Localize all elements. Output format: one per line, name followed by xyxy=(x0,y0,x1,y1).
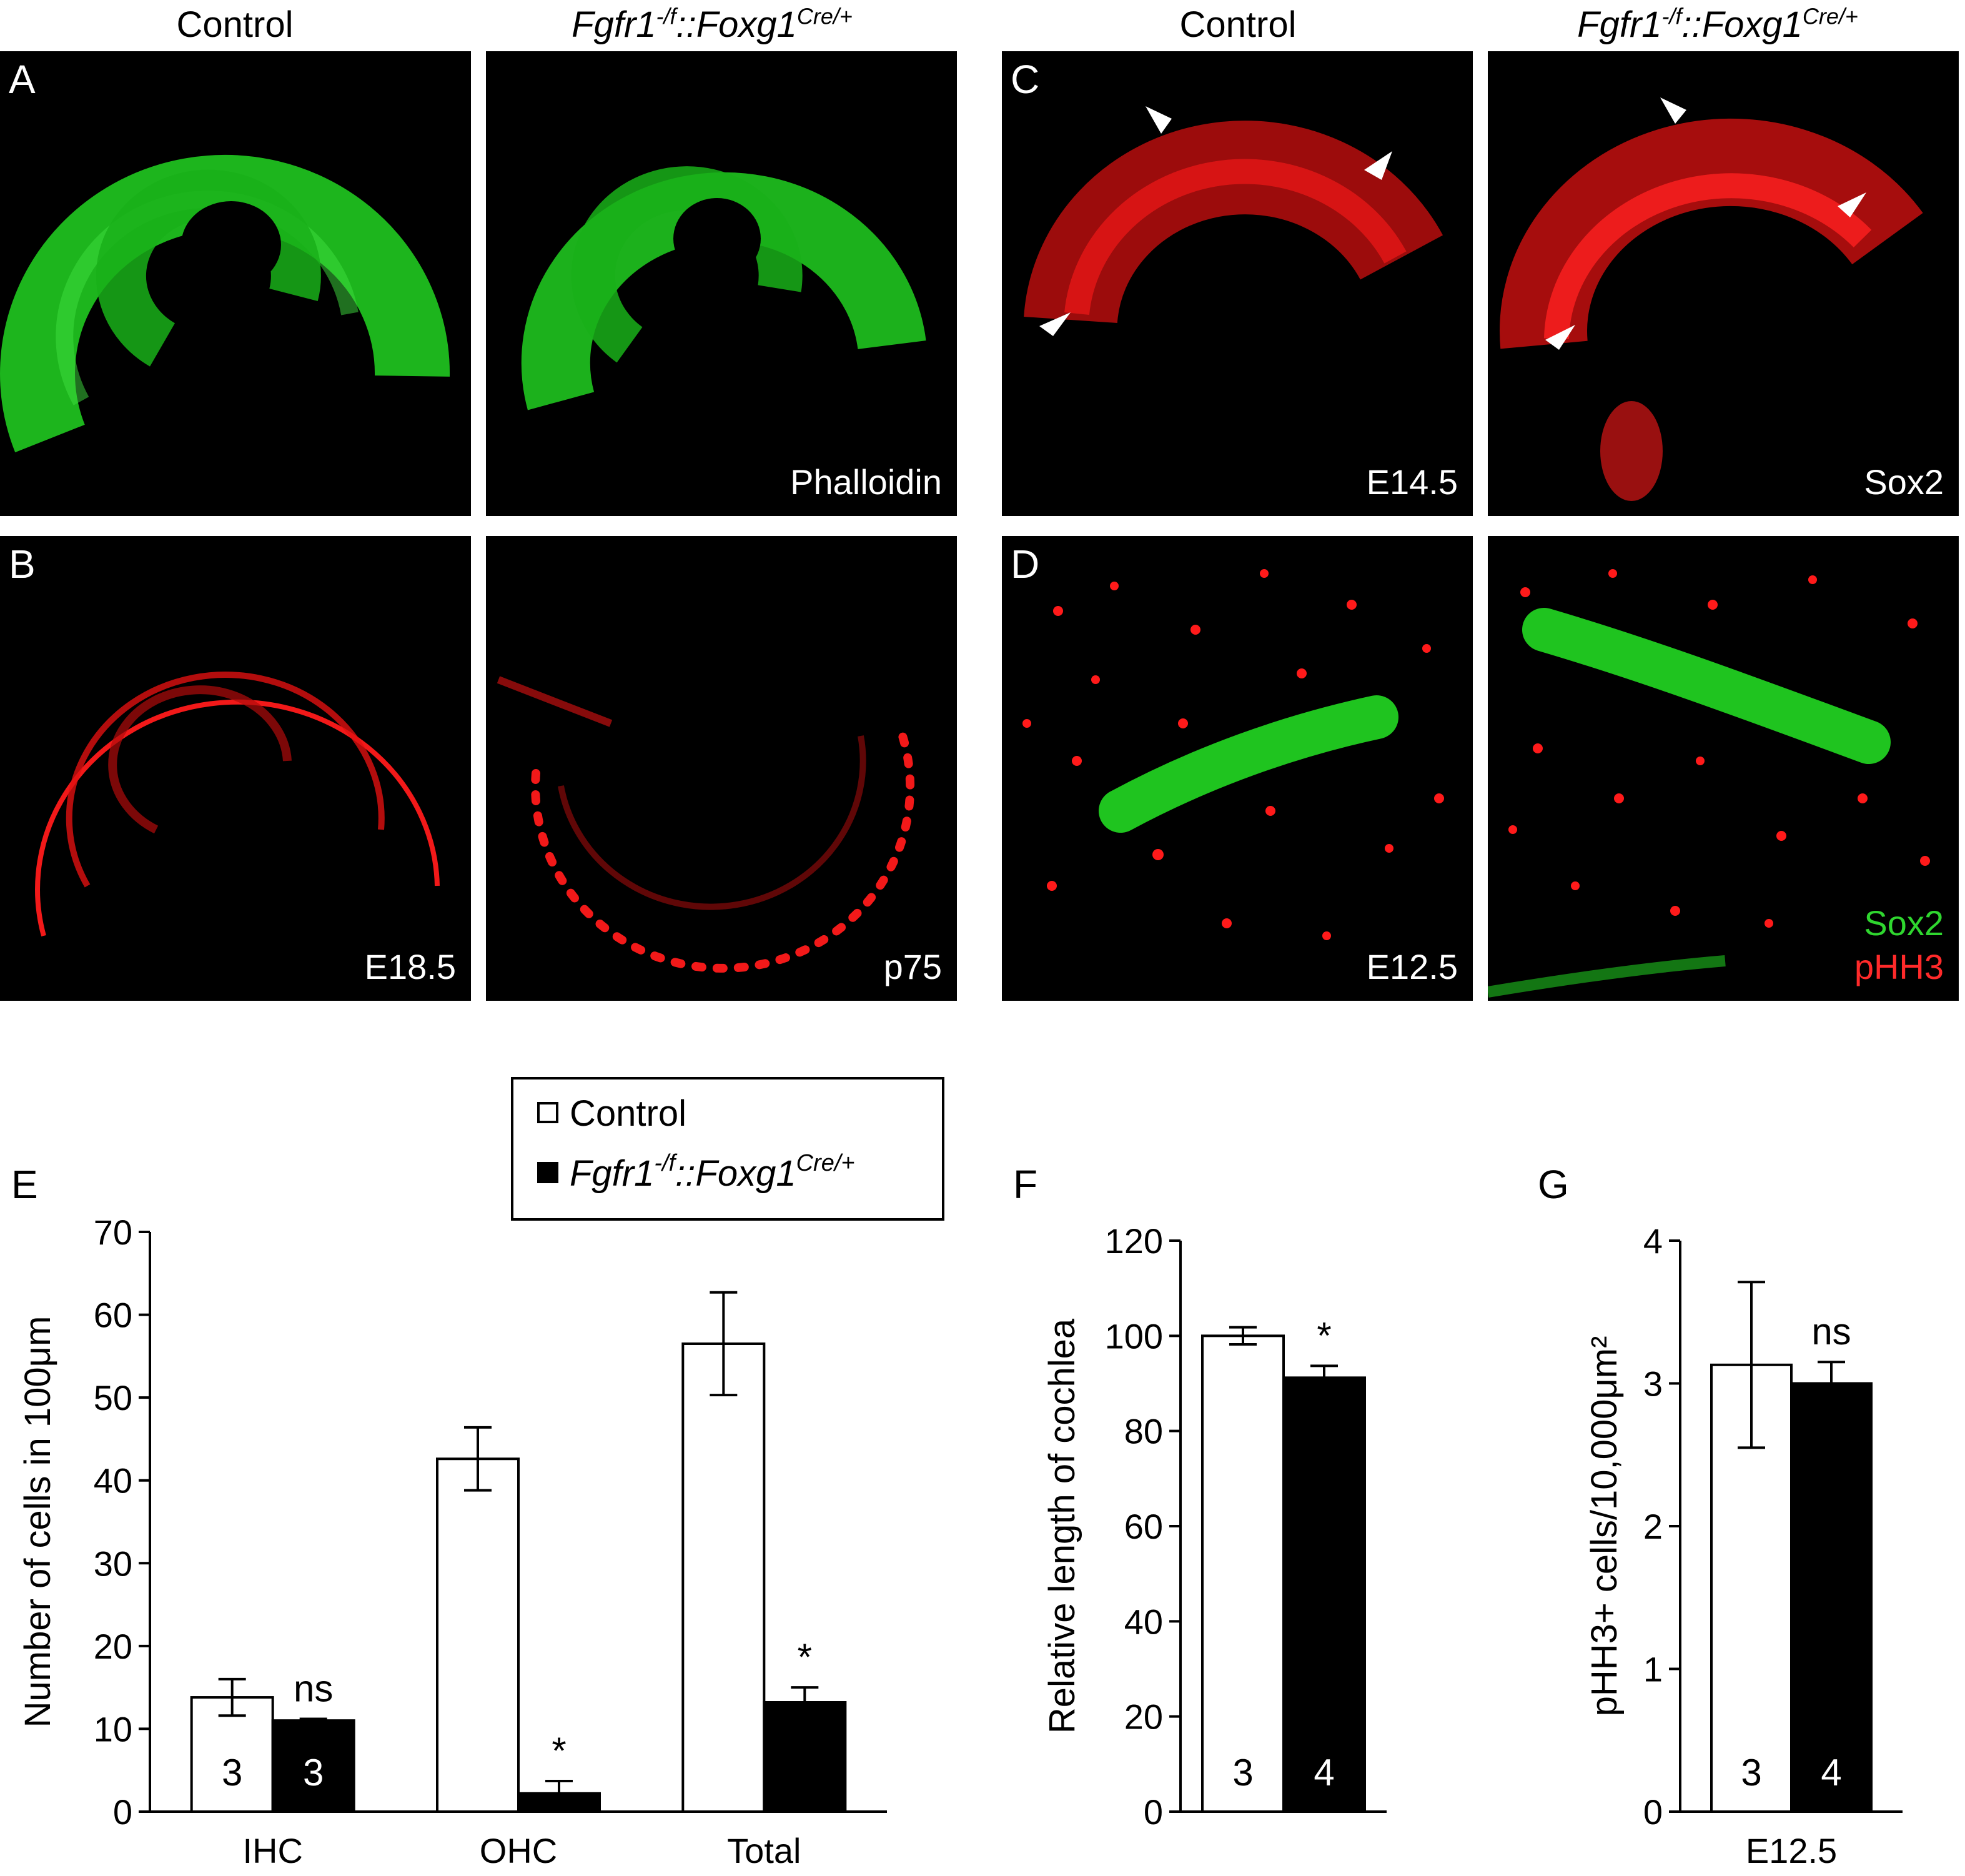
chart-f-y-tick-label: 40 xyxy=(1124,1602,1163,1641)
header-mutant-right: Fgfr1-/f::Foxg1Cre/+ xyxy=(1577,3,1858,45)
chart-e-x-tick-label: Total xyxy=(727,1831,801,1870)
panel-a-stain-label: Phalloidin xyxy=(790,462,942,502)
chart-e-bar xyxy=(763,1701,847,1813)
chart-e-y-tick-label: 40 xyxy=(94,1461,132,1501)
chart-g-y-tick-label: 3 xyxy=(1643,1364,1663,1404)
chart-e-y-tick-label: 50 xyxy=(94,1378,132,1417)
chart-e-y-axis-label: Number of cells in 100μm xyxy=(17,1316,58,1728)
chart-f-y-tick-label: 80 xyxy=(1124,1412,1163,1451)
panel-d-label: D xyxy=(1011,542,1040,587)
chart-e-bar xyxy=(271,1719,355,1813)
panel-b-stain-label: p75 xyxy=(883,947,942,986)
chart-f-y-tick-label: 60 xyxy=(1124,1507,1163,1546)
chart-g-significance-label: ns xyxy=(1811,1311,1851,1352)
legend-mutant-label: Fgfr1-/f::Foxg1Cre/+ xyxy=(570,1150,855,1194)
panel-e-label: E xyxy=(11,1162,38,1207)
chart-e-x-tick-label: IHC xyxy=(242,1831,302,1870)
panel-c-label: C xyxy=(1011,57,1040,102)
panel-b-age-label: E18.5 xyxy=(364,947,456,986)
chart-e-y-tick-label: 70 xyxy=(94,1213,132,1252)
chart-g-y-tick-label: 0 xyxy=(1643,1792,1663,1832)
chart-e-y-tick-label: 20 xyxy=(94,1627,132,1666)
chart-g-bar xyxy=(1790,1382,1873,1813)
chart-g-y-tick-label: 4 xyxy=(1643,1221,1663,1261)
panel-c-stain-label: Sox2 xyxy=(1864,462,1944,502)
chart-f-y-tick-label: 120 xyxy=(1105,1221,1163,1261)
chart-g-y-axis-label: pHH3+ cells/10,000μm² xyxy=(1584,1336,1625,1717)
panel-a-label: A xyxy=(9,57,36,102)
header-control-right: Control xyxy=(1179,4,1297,45)
chart-e-n-label: 3 xyxy=(222,1752,242,1794)
chart-f-bar xyxy=(1201,1334,1285,1813)
chart-f-n-label: 4 xyxy=(1314,1752,1334,1794)
legend-control-label: Control xyxy=(570,1093,686,1134)
chart-g-n-label: 3 xyxy=(1741,1752,1761,1794)
panel-g-label: G xyxy=(1538,1162,1569,1207)
chart-e-y-tick-label: 60 xyxy=(94,1296,132,1335)
chart-e-y-tick-label: 0 xyxy=(113,1792,132,1832)
panel-a-control-image: A xyxy=(0,51,471,516)
chart-e: 0 10 20 30 40 50 60 70 Number of cells in 100μm 3… xyxy=(17,1213,887,1870)
panel-c-mutant-image: Sox2 xyxy=(1488,51,1959,516)
panel-d-age-label: E12.5 xyxy=(1366,947,1458,986)
chart-f-y-axis-label: Relative length of cochlea xyxy=(1042,1318,1082,1734)
chart-e-y-tick-label: 10 xyxy=(94,1709,132,1749)
panel-d-control-image: D E12.5 xyxy=(1002,536,1473,1001)
chart-e-significance-label: * xyxy=(552,1730,566,1772)
panel-a-mutant-image: Phalloidin xyxy=(486,51,957,516)
chart-e-significance-label: ns xyxy=(294,1668,333,1710)
chart-e-bar xyxy=(681,1342,766,1813)
chart-e-significance-label: * xyxy=(798,1636,812,1678)
chart-g: 0 1 2 3 4 pHH3+ cells/10,000μm² 3 ns 4 E12.5 xyxy=(1584,1221,1903,1870)
chart-f-y-tick-label: 0 xyxy=(1144,1792,1163,1832)
panel-d-mutant-image: Sox2 pHH3 xyxy=(1488,536,1959,1001)
panel-d-phh3-label: pHH3 xyxy=(1854,947,1944,986)
chart-f-bar xyxy=(1282,1376,1366,1814)
panel-d-sox2-label: Sox2 xyxy=(1864,903,1944,943)
header-mutant-left: Fgfr1-/f::Foxg1Cre/+ xyxy=(572,3,853,45)
chart-g-y-tick-label: 1 xyxy=(1643,1650,1663,1689)
panel-b-control-image: B E18.5 xyxy=(0,536,471,1001)
chart-f-n-label: 3 xyxy=(1232,1752,1253,1794)
panel-c-age-label: E14.5 xyxy=(1366,462,1458,502)
chart-e-x-tick-label: OHC xyxy=(480,1831,557,1870)
chart-e-y-tick-label: 30 xyxy=(94,1544,132,1583)
chart-f: 0 20 40 60 80 100 120 Relative length of cochle… xyxy=(1042,1221,1387,1832)
chart-g-n-label: 4 xyxy=(1821,1752,1841,1794)
legend-mutant-swatch xyxy=(537,1162,558,1183)
panel-b-mutant-image: p75 xyxy=(486,536,957,1001)
chart-e-n-label: 3 xyxy=(303,1752,324,1794)
panel-c-control-image: C E14.5 xyxy=(1002,51,1473,516)
legend-control-swatch xyxy=(537,1102,558,1123)
chart-e-bar xyxy=(436,1457,520,1813)
panel-b-label: B xyxy=(9,542,36,587)
chart-g-x-tick-label: E12.5 xyxy=(1746,1831,1837,1870)
chart-g-y-tick-label: 2 xyxy=(1643,1507,1663,1546)
panel-f-label: F xyxy=(1013,1162,1037,1207)
chart-f-y-tick-label: 100 xyxy=(1105,1316,1163,1356)
chart-f-significance-label: * xyxy=(1317,1314,1331,1356)
header-control-left: Control xyxy=(176,4,294,45)
chart-f-y-tick-label: 20 xyxy=(1124,1697,1163,1737)
legend-box: Control Fgfr1-/f::Foxg1Cre/+ xyxy=(511,1077,944,1221)
